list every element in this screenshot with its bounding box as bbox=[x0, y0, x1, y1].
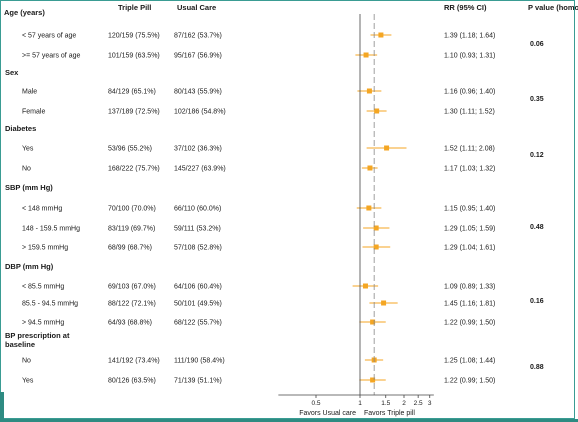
point-estimate-marker bbox=[366, 205, 372, 211]
point-estimate-marker bbox=[373, 244, 379, 250]
row-label: 85.5 - 94.5 mmHg bbox=[22, 301, 78, 308]
group-p-value: 0.35 bbox=[530, 96, 544, 103]
x-axis-tick-label: 2.5 bbox=[414, 400, 423, 407]
row-label: Male bbox=[22, 89, 37, 96]
row-triple-pill-value: 168/222 (75.7%) bbox=[108, 166, 160, 173]
row-triple-pill-value: 64/93 (68.8%) bbox=[108, 320, 152, 327]
row-rr-ci-text: 1.16 (0.96; 1.40) bbox=[444, 89, 495, 96]
row-triple-pill-value: 68/99 (68.7%) bbox=[108, 245, 152, 252]
row-rr-ci-text: 1.22 (0.99; 1.50) bbox=[444, 378, 495, 385]
row-label: > 159.5 mmHg bbox=[22, 245, 68, 252]
row-usual-care-value: 102/186 (54.8%) bbox=[174, 109, 226, 116]
row-rr-ci-text: 1.25 (1.08; 1.44) bbox=[444, 358, 495, 365]
row-label: No bbox=[22, 358, 31, 365]
row-triple-pill-value: 137/189 (72.5%) bbox=[108, 109, 160, 116]
row-label: < 148 mmHg bbox=[22, 206, 62, 213]
group-p-value: 0.16 bbox=[530, 298, 544, 305]
group-title: DBP (mm Hg) bbox=[5, 262, 54, 271]
row-usual-care-value: 71/139 (51.1%) bbox=[174, 378, 222, 385]
point-estimate-marker bbox=[378, 32, 384, 38]
row-triple-pill-value: 69/103 (67.0%) bbox=[108, 284, 156, 291]
row-triple-pill-value: 101/159 (63.5%) bbox=[108, 53, 160, 60]
group-title: SBP (mm Hg) bbox=[5, 183, 53, 192]
row-rr-ci-text: 1.09 (0.89; 1.33) bbox=[444, 284, 495, 291]
header-rr-ci: RR (95% CI) bbox=[444, 3, 487, 12]
row-rr-ci-text: 1.39 (1.18; 1.64) bbox=[444, 33, 495, 40]
row-label: Yes bbox=[22, 378, 34, 385]
point-estimate-marker bbox=[373, 225, 379, 231]
header-p-value: P value (homog.) bbox=[528, 3, 578, 12]
row-rr-ci-text: 1.52 (1.11; 2.08) bbox=[444, 146, 495, 153]
row-usual-care-value: 37/102 (36.3%) bbox=[174, 146, 222, 153]
point-estimate-marker bbox=[367, 165, 373, 171]
header-usual-care: Usual Care bbox=[177, 3, 216, 12]
row-usual-care-value: 68/122 (55.7%) bbox=[174, 320, 222, 327]
point-estimate-marker bbox=[370, 377, 376, 383]
row-triple-pill-value: 120/159 (75.5%) bbox=[108, 33, 160, 40]
row-usual-care-value: 95/167 (56.9%) bbox=[174, 53, 222, 60]
row-label: No bbox=[22, 166, 31, 173]
row-triple-pill-value: 70/100 (70.0%) bbox=[108, 206, 156, 213]
point-estimate-marker bbox=[381, 300, 387, 306]
row-usual-care-value: 57/108 (52.8%) bbox=[174, 245, 222, 252]
row-usual-care-value: 111/190 (58.4%) bbox=[174, 358, 225, 365]
favors-triple-pill-label: Favors Triple pill bbox=[364, 410, 415, 417]
group-title: Diabetes bbox=[5, 124, 36, 133]
row-triple-pill-value: 84/129 (65.1%) bbox=[108, 89, 156, 96]
row-rr-ci-text: 1.45 (1.16; 1.81) bbox=[444, 301, 495, 308]
row-triple-pill-value: 83/119 (69.7%) bbox=[108, 226, 155, 233]
row-label: Female bbox=[22, 109, 45, 116]
x-axis-tick-label: 1.5 bbox=[381, 400, 390, 407]
header-subgroup: Age (years) bbox=[4, 8, 45, 17]
row-usual-care-value: 145/227 (63.9%) bbox=[174, 166, 226, 173]
row-rr-ci-text: 1.15 (0.95; 1.40) bbox=[444, 206, 495, 213]
row-label: Yes bbox=[22, 146, 34, 153]
row-label: < 57 years of age bbox=[22, 33, 76, 40]
group-title-line1: BP prescription at bbox=[5, 331, 70, 340]
point-estimate-marker bbox=[370, 319, 376, 325]
row-rr-ci-text: 1.29 (1.04; 1.61) bbox=[444, 245, 495, 252]
header-triple-pill: Triple Pill bbox=[118, 3, 151, 12]
point-estimate-marker bbox=[362, 283, 368, 289]
row-rr-ci-text: 1.17 (1.03; 1.32) bbox=[444, 166, 495, 173]
point-estimate-marker bbox=[374, 108, 380, 114]
row-triple-pill-value: 141/192 (73.4%) bbox=[108, 358, 160, 365]
row-usual-care-value: 87/162 (53.7%) bbox=[174, 33, 222, 40]
row-label: 148 - 159.5 mmHg bbox=[22, 226, 80, 233]
group-p-value: 0.88 bbox=[530, 364, 544, 371]
row-triple-pill-value: 88/122 (72.1%) bbox=[108, 301, 156, 308]
row-rr-ci-text: 1.10 (0.93; 1.31) bbox=[444, 53, 495, 60]
bottom-accent-strip bbox=[0, 419, 578, 422]
group-p-value: 0.48 bbox=[530, 224, 544, 231]
group-title: Sex bbox=[5, 68, 19, 77]
point-estimate-marker bbox=[384, 145, 390, 151]
favors-usual-care-label: Favors Usual care bbox=[299, 410, 356, 417]
x-axis-tick-label: 0.5 bbox=[311, 400, 320, 407]
group-title-line2: baseline bbox=[5, 340, 35, 349]
row-usual-care-value: 59/111 (53.2%) bbox=[174, 226, 221, 233]
row-usual-care-value: 50/101 (49.5%) bbox=[174, 301, 222, 308]
row-usual-care-value: 64/106 (60.4%) bbox=[174, 284, 222, 291]
row-triple-pill-value: 53/96 (55.2%) bbox=[108, 146, 152, 153]
row-rr-ci-text: 1.22 (0.99; 1.50) bbox=[444, 320, 495, 327]
row-triple-pill-value: 80/126 (63.5%) bbox=[108, 378, 156, 385]
group-p-value: 0.12 bbox=[530, 152, 544, 159]
point-estimate-marker bbox=[366, 88, 372, 94]
point-estimate-marker bbox=[363, 52, 369, 58]
x-axis-tick-label: 2 bbox=[402, 400, 406, 407]
row-rr-ci-text: 1.29 (1.05; 1.59) bbox=[444, 226, 495, 233]
left-accent-strip bbox=[0, 392, 4, 422]
x-axis-tick-label: 3 bbox=[428, 400, 432, 407]
row-label: > 94.5 mmHg bbox=[22, 320, 64, 327]
row-label: < 85.5 mmHg bbox=[22, 284, 64, 291]
x-axis-tick-label: 1 bbox=[358, 400, 362, 407]
row-usual-care-value: 66/110 (60.0%) bbox=[174, 206, 221, 213]
row-rr-ci-text: 1.30 (1.11; 1.52) bbox=[444, 109, 495, 116]
row-label: >= 57 years of age bbox=[22, 53, 80, 60]
row-usual-care-value: 80/143 (55.9%) bbox=[174, 89, 222, 96]
group-p-value: 0.06 bbox=[530, 41, 544, 48]
